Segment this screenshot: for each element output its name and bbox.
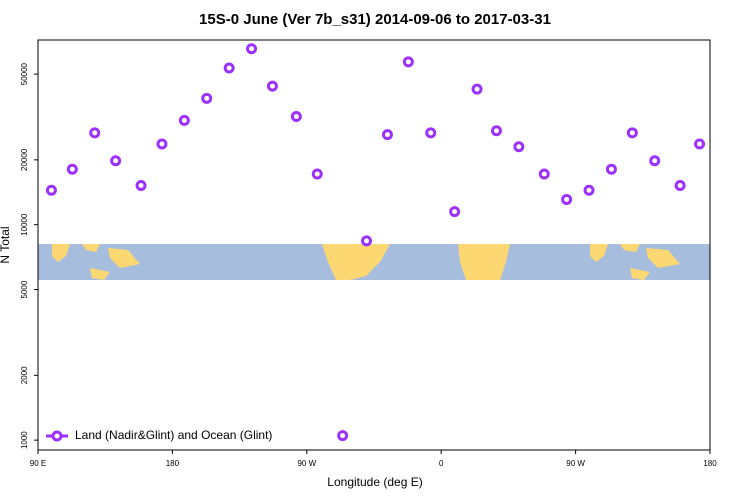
data-point [490, 125, 502, 137]
y-tick-label: 10000 [20, 213, 29, 236]
data-point [605, 163, 617, 175]
y-tick-label: 50000 [20, 62, 29, 85]
data-point [337, 430, 349, 442]
x-tick-label: 90 W [297, 459, 316, 468]
data-point [449, 206, 461, 218]
data-point [425, 127, 437, 139]
data-point [538, 168, 550, 180]
data-point [381, 129, 393, 141]
data-point [311, 168, 323, 180]
data-point [674, 180, 686, 192]
data-point [649, 155, 661, 167]
data-point [110, 155, 122, 167]
data-point [135, 180, 147, 192]
data-point [223, 62, 235, 74]
y-axis-label: N Total [0, 226, 12, 263]
data-point [66, 163, 78, 175]
legend-label: Land (Nadir&Glint) and Ocean (Glint) [75, 428, 272, 442]
data-point [561, 193, 573, 205]
y-tick-label: 2000 [20, 366, 29, 384]
legend-marker [51, 430, 63, 442]
x-axis-label: Longitude (deg E) [327, 475, 422, 489]
x-tick-label: 0 [439, 459, 444, 468]
plot-frame [37, 39, 711, 451]
land [590, 244, 680, 280]
data-point [513, 141, 525, 153]
chart-title: 15S-0 June (Ver 7b_s31) 2014-09-06 to 20… [199, 11, 551, 28]
data-point [694, 138, 706, 150]
x-tick-label: 180 [166, 459, 180, 468]
data-point [583, 184, 595, 196]
data-point [361, 235, 373, 247]
x-tick-label: 180 [703, 459, 717, 468]
map-band [38, 244, 710, 280]
y-tick-label: 20000 [20, 148, 29, 171]
data-point [626, 127, 638, 139]
data-point [156, 138, 168, 150]
data-point [246, 43, 258, 55]
data-point [178, 114, 190, 126]
y-tick-label: 1000 [20, 431, 29, 449]
data-point [45, 184, 57, 196]
land [458, 244, 510, 280]
data-point [471, 83, 483, 95]
x-tick-label: 90 W [566, 459, 585, 468]
x-tick-label: 90 E [30, 459, 46, 468]
data-point [89, 127, 101, 139]
land [52, 244, 140, 280]
data-point [266, 80, 278, 92]
data-point [290, 110, 302, 122]
data-point [402, 56, 414, 68]
data-point [201, 92, 213, 104]
land [322, 244, 390, 280]
y-tick-label: 5000 [20, 280, 29, 298]
